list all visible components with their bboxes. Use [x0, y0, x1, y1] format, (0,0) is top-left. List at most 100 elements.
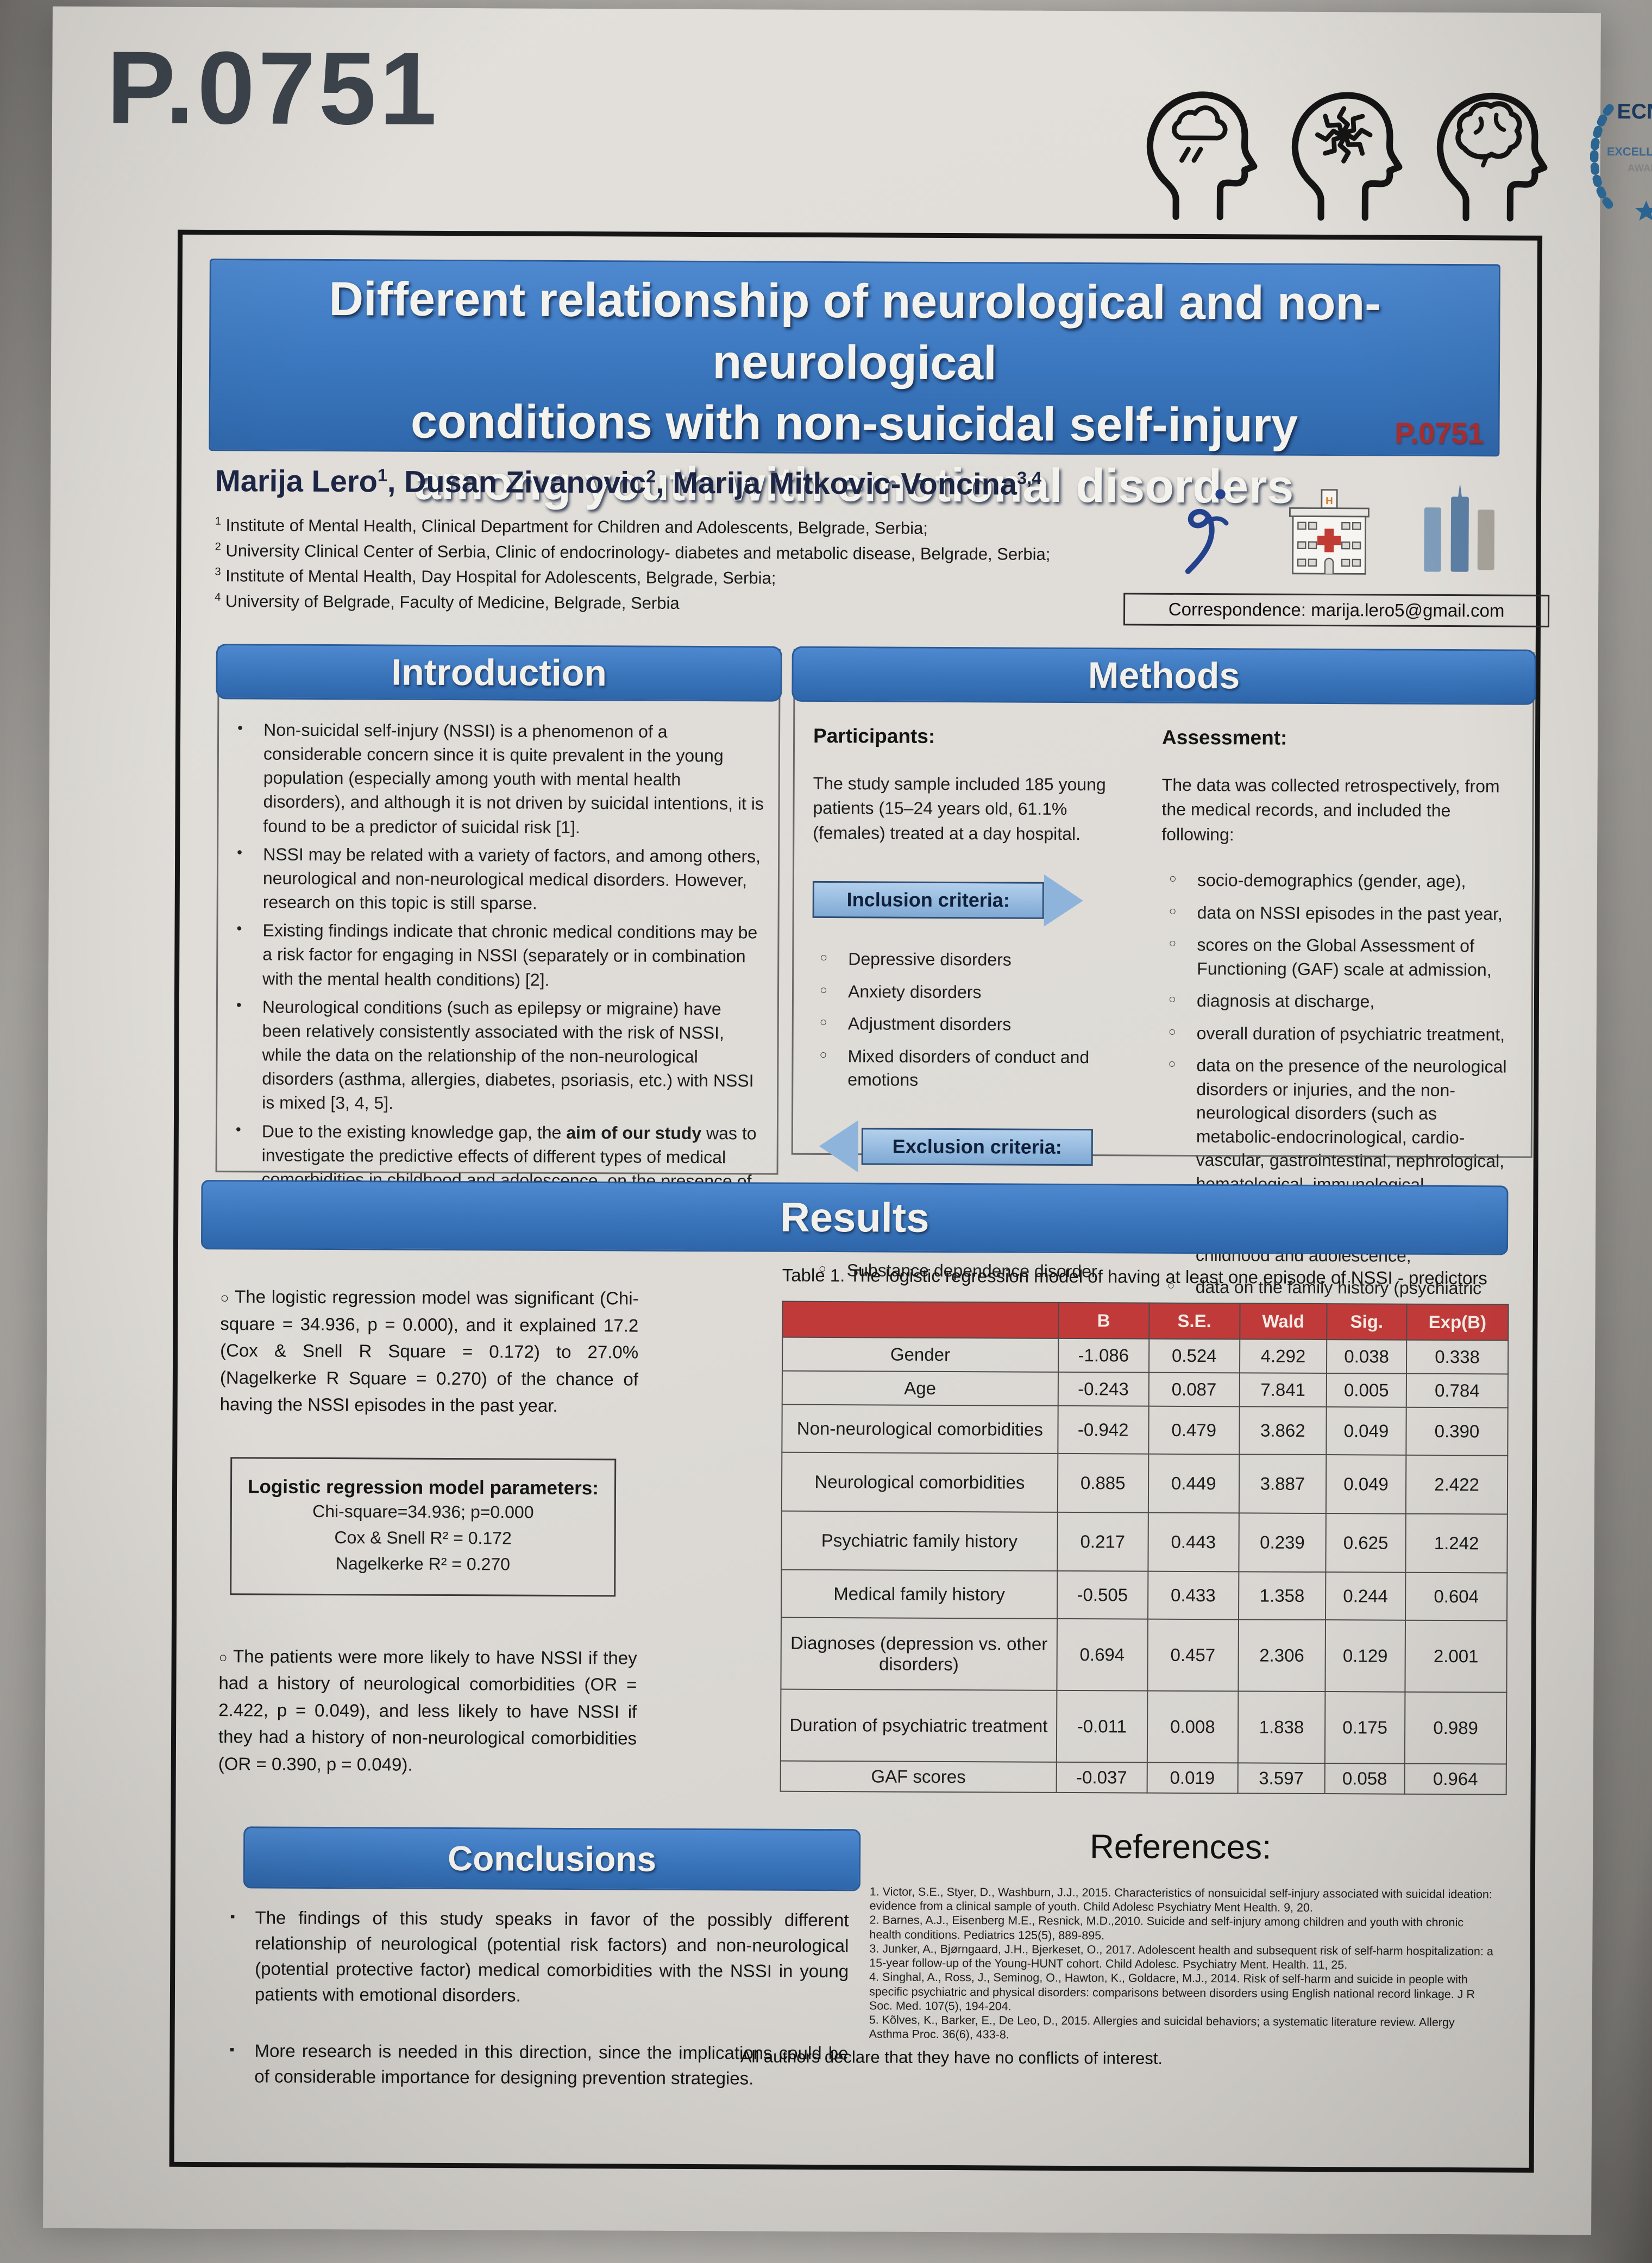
introduction-content: Non-suicidal self-injury (NSSI) is a phe…	[230, 718, 765, 1221]
award-text-excellence: EXCELLENCE	[1607, 144, 1652, 159]
table-row: Psychiatric family history 0.217 0.443 0.23…	[781, 1511, 1507, 1573]
intro-bullet: Existing findings indicate that chronic …	[231, 919, 765, 993]
exclusion-criteria-label: Exclusion criteria:	[892, 1135, 1062, 1158]
institution-logos: H	[1178, 481, 1505, 581]
author-sup: 1	[377, 465, 388, 485]
table-row: Neurological comorbidities 0.885 0.449 3.88…	[781, 1452, 1508, 1514]
col-header: S.E.	[1148, 1303, 1240, 1340]
poster-frame: Different relationship of neurological a…	[169, 229, 1550, 2173]
head-brain-icon	[1428, 90, 1551, 222]
col-header	[782, 1301, 1059, 1338]
intro-bullet: Neurological conditions (such as epileps…	[230, 995, 764, 1117]
conclusions-title: Conclusions	[447, 1839, 657, 1879]
conclusions-header: Conclusions	[243, 1826, 861, 1891]
references-list: 1. Victor, S.E., Styer, D., Washburn, J.…	[869, 1884, 1494, 2044]
author-sup: 2	[646, 466, 656, 486]
col-header: Exp(B)	[1406, 1304, 1509, 1341]
table-row: Diagnoses (depression vs. other disorder…	[781, 1617, 1507, 1693]
methods-title: Methods	[1088, 655, 1240, 697]
inclusion-item: Anxiety disorders	[812, 980, 1138, 1005]
conclusion-bullet: The findings of this study speaks in fav…	[227, 1905, 849, 2009]
author-name: , Marija Mitkovic-Voncina	[656, 465, 1017, 501]
col-header: Sig.	[1327, 1304, 1407, 1340]
introduction-header: Introduction	[216, 644, 782, 702]
inclusion-criteria-arrow: Inclusion criteria:	[812, 873, 1139, 927]
reference-item: 1. Victor, S.E., Styer, D., Washburn, J.…	[869, 1885, 1492, 1915]
assessment-list: socio-demographics (gender, age), data o…	[1159, 869, 1517, 1324]
top-icons-row: ECNP EXCELLENCE AWARD	[1138, 87, 1652, 225]
affiliation-line: 4 University of Belgrade, Faculty of Med…	[215, 591, 680, 613]
model-parameters-box: Logistic regression model parameters: Ch…	[230, 1456, 617, 1596]
svg-text:H: H	[1326, 495, 1333, 506]
table-row: Age -0.243 0.087 7.841 0.005 0.784	[782, 1371, 1508, 1408]
results-title: Results	[780, 1194, 929, 1241]
assessment-intro: The data was collected retrospectively, …	[1161, 775, 1500, 845]
assessment-item: overall duration of psychiatric treatmen…	[1161, 1022, 1516, 1047]
table-row: Non-neurological comorbidities -0.942 0.47…	[782, 1404, 1508, 1456]
reference-item: 2. Barnes, A.J., Eisenberg M.E., Resnick…	[869, 1913, 1464, 1942]
intro-bullet: NSSI may be related with a variety of fa…	[231, 842, 765, 916]
assessment-heading: Assessment:	[1161, 726, 1287, 749]
affiliation-line: 3 Institute of Mental Health, Day Hospit…	[215, 565, 776, 588]
head-depression-icon	[1138, 89, 1261, 221]
results-paragraph-2: The patients were more likely to have NS…	[218, 1643, 637, 1779]
inclusion-criteria-list: Depressive disorders Anxiety disorders A…	[812, 947, 1138, 1093]
author-name: , Dusan Zivanovic	[387, 464, 646, 500]
parameters-line: Cox & Snell R² = 0.172	[334, 1527, 512, 1548]
head-stress-icon	[1283, 90, 1406, 222]
table-row: Duration of psychiatric treatment -0.011 0…	[780, 1689, 1507, 1764]
table-row: Medical family history -0.505 0.433 1.358 0.…	[781, 1569, 1507, 1621]
table-row: Gender -1.086 0.524 4.292 0.038 0.338	[782, 1337, 1509, 1374]
poster-code-top: P.0751	[106, 30, 441, 147]
parameters-box-title: Logistic regression model parameters:	[248, 1475, 599, 1499]
parameters-line: Nagelkerke R² = 0.270	[335, 1553, 511, 1574]
assessment-item: data on NSSI episodes in the past year,	[1161, 901, 1517, 926]
arrow-right-tip-icon	[1044, 875, 1083, 927]
table-caption: Table 1. The logistic regression model o…	[782, 1265, 1487, 1288]
table-header-row: B S.E. Wald Sig. Exp(B)	[782, 1301, 1509, 1341]
inclusion-item: Mixed disorders of conduct and emotions	[812, 1045, 1138, 1093]
methods-header: Methods	[792, 646, 1536, 705]
participants-text: The study sample included 185 young pati…	[813, 773, 1106, 844]
affiliation-line: 2 University Clinical Center of Serbia, …	[215, 540, 1051, 564]
assessment-item: socio-demographics (gender, age),	[1161, 869, 1517, 894]
exclusion-criteria-arrow: Exclusion criteria:	[812, 1120, 1138, 1174]
reference-item: 5. Kõlves, K., Barker, E., De Leo, D., 2…	[869, 2013, 1455, 2041]
title-banner: Different relationship of neurological a…	[209, 259, 1500, 513]
reference-item: 3. Junker, A., Bjørngaard, J.H., Bjerkes…	[869, 1942, 1493, 1972]
results-paragraph-1: The logistic regression model was signif…	[220, 1283, 639, 1419]
introduction-title: Introduction	[391, 651, 607, 694]
city-towers-logo	[1415, 482, 1505, 581]
col-header: B	[1058, 1302, 1150, 1339]
figure-dancer-logo	[1178, 483, 1243, 577]
study-aim-emphasis: aim of our study	[566, 1122, 702, 1143]
inclusion-item: Adjustment disorders	[812, 1012, 1138, 1037]
references-title: References:	[1089, 1828, 1272, 1866]
author-name: Marija Lero	[215, 463, 378, 499]
reference-item: 4. Singhal, A., Ross, J., Seminog, O., H…	[869, 1970, 1475, 2013]
table-row: GAF scores -0.037 0.019 3.597 0.058 0.964	[780, 1761, 1506, 1795]
assessment-item: diagnosis at discharge,	[1161, 989, 1516, 1014]
methods-section: Methods Participants: The study sample i…	[791, 646, 1536, 1321]
arrow-left-tip-icon	[819, 1120, 859, 1173]
intro-bullet: Non-suicidal self-injury (NSSI) is a phe…	[231, 718, 765, 840]
results-header: Results	[200, 1180, 1509, 1255]
correspondence-box: Correspondence: marija.lero5@gmail.com	[1123, 593, 1550, 627]
parameters-line: Chi-square=34.936; p=0.000	[312, 1501, 534, 1522]
introduction-section: Introduction Non-suicidal self-injury (N…	[215, 644, 782, 1215]
results-table: B S.E. Wald Sig. Exp(B) Gender -1.086 0.52…	[780, 1301, 1509, 1795]
affiliations: 1 Institute of Mental Health, Clinical D…	[215, 513, 1106, 618]
inclusion-item: Depressive disorders	[812, 947, 1138, 972]
award-text-award: AWARD	[1628, 162, 1652, 173]
ecnp-excellence-award-logo: ECNP EXCELLENCE AWARD	[1573, 89, 1652, 224]
results-text-column: The logistic regression model was signif…	[218, 1283, 639, 1778]
poster-title-line: conditions with non-suicidal self-injury	[410, 394, 1298, 452]
assessment-item: scores on the Global Assessment of Funct…	[1161, 933, 1516, 982]
poster-title-line: Different relationship of neurological a…	[329, 272, 1381, 390]
award-text-ecnp: ECNP	[1617, 99, 1652, 123]
poster-code-banner: P.0751	[1395, 417, 1484, 450]
correspondence-text: Correspondence: marija.lero5@gmail.com	[1168, 599, 1505, 621]
author-sup: 3,4	[1017, 468, 1042, 488]
poster-sheet: P.0751	[43, 6, 1652, 2235]
authors-line: Marija Lero1, Dusan Zivanovic2, Marija M…	[215, 463, 1041, 502]
